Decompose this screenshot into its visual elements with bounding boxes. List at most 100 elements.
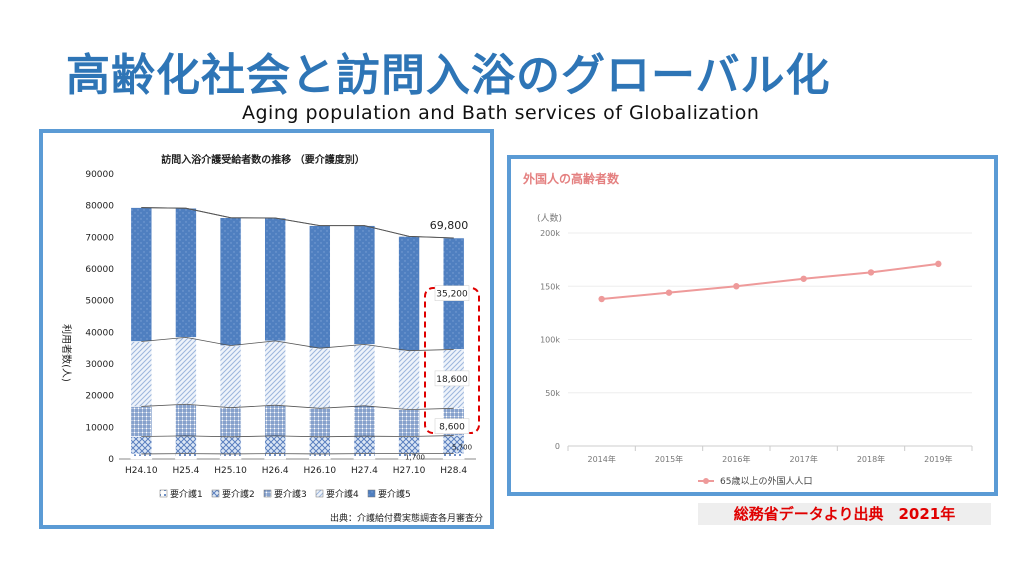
y-tick-label: 90000 [85,170,114,180]
bar-segment [309,408,331,438]
y-tick-label: 0 [555,442,560,451]
y-tick-label: 20000 [85,392,114,402]
legend-swatch [367,489,376,498]
legend-label: 要介護3 [274,488,307,500]
legend-swatch [315,489,324,498]
legend-swatch [159,489,168,498]
legend-label: 65歳以上の外国人人口 [720,475,812,487]
bar-segment [175,403,197,437]
x-tick-label: H27.10 [393,466,426,476]
bar-segment [175,453,197,460]
bar-segment [309,436,331,455]
bar-segment [398,236,420,351]
line-chart-title: 外国人の高齢者数 [523,171,620,186]
y-tick-label: 40000 [85,328,114,338]
line-chart-ylabel: (人数) [537,212,562,224]
data-label: 5,700 [452,444,472,452]
bar-segment [219,345,242,408]
x-tick-label: H24.10 [125,466,158,476]
x-tick-label: 2018年 [857,454,885,464]
legend-swatch [211,489,220,498]
bar-segment [353,453,376,460]
data-label-box [434,370,470,387]
x-tick-label: 2019年 [924,454,952,464]
care-recipients-bar-chart: 訪問入浴介護受給者数の推移 （要介護度別） 0 10000 20000 30000 40… [60,153,483,524]
bar-segment [398,409,420,437]
bar-segment [219,453,242,460]
care-recipients-chart-panel: 訪問入浴介護受給者数の推移 （要介護度別） 0 10000 20000 30000 40… [39,129,494,529]
bar-chart-title: 訪問入浴介護受給者数の推移 （要介護度別） [161,153,364,166]
source-note: 総務省データより出典 2021年 [698,503,991,525]
legend-marker [703,478,709,484]
y-tick-label: 70000 [85,233,114,243]
total-line [141,207,454,239]
data-point [867,269,875,276]
page-subtitle: Aging population and Bath services of Gl… [242,102,760,124]
y-tick-label: 60000 [85,265,114,275]
bar-segment [353,435,376,454]
bar-segment [130,341,153,407]
bar-segment [175,435,197,454]
data-label: 35,200 [436,290,468,300]
series-connector-line [141,435,454,438]
y-tick-label: 0 [108,455,114,465]
data-label: 8,600 [439,423,465,433]
page-title: 高齢化社会と訪問入浴のグローバル化 [66,50,831,101]
x-tick-label: 2014年 [587,454,615,464]
bar-chart-source: 出典：介護給付費実態調査各月審査分 [330,512,483,524]
bar-segment [219,407,242,438]
data-label-box [434,285,470,301]
data-point [935,260,942,268]
y-tick-label: 100k [540,336,560,345]
bar-segment [264,404,286,437]
bar-segment [130,207,153,342]
y-tick-label: 50k [545,389,560,398]
x-tick-label: H28.4 [440,466,467,476]
bar-segment [130,453,153,460]
bar-segment [309,347,331,409]
y-tick-label: 150k [540,282,560,291]
foreign-elderly-line-chart: 外国人の高齢者数 (人数) 0 50k 100k 150k 200k 2014年 2015… [523,171,973,487]
data-label: 1,700 [405,453,425,461]
x-tick-label: 2017年 [789,454,817,464]
legend-label: 要介護5 [378,488,411,500]
data-label: 18,600 [436,375,468,385]
legend-label: 要介護4 [326,488,359,500]
bar-segment [264,217,286,342]
bar-segment [264,340,286,406]
x-tick-label: 2016年 [722,454,750,464]
bar-segment [175,337,197,405]
total-data-label: 69,800 [430,219,469,232]
data-point [665,289,673,296]
x-tick-label: H25.4 [173,466,200,476]
bar-segment [219,436,242,455]
data-point [598,295,605,303]
bar-segment [398,436,420,454]
x-tick-label: H27.4 [351,466,378,476]
bar-segment [442,453,465,460]
bar-segment [219,217,242,346]
x-tick-label: H26.4 [262,466,289,476]
x-tick-label: 2015年 [655,454,683,464]
x-tick-label: H26.10 [304,466,337,476]
data-label-box [434,418,470,434]
foreign-elderly-chart-panel: 外国人の高齢者数 (人数) 0 50k 100k 150k 200k 2014年 2015… [507,155,998,496]
bar-segment [175,207,197,338]
y-tick-label: 10000 [85,423,114,433]
bar-segment [264,435,286,454]
x-tick-label: H25.10 [214,466,247,476]
bar-chart-ylabel: 利用者数(人) [60,324,73,382]
bar-segment [264,453,286,460]
legend-swatch [263,489,272,498]
series-connector-line [141,336,454,352]
series-connector-line [141,403,454,411]
data-point [733,283,740,290]
bar-segment [130,406,153,437]
bar-segment [130,436,153,455]
y-tick-label: 80000 [85,202,114,212]
legend-label: 要介護2 [222,488,255,500]
data-point [800,275,807,282]
y-tick-label: 200k [540,229,560,238]
bar-segment [309,453,331,460]
bar-segment [353,344,376,407]
